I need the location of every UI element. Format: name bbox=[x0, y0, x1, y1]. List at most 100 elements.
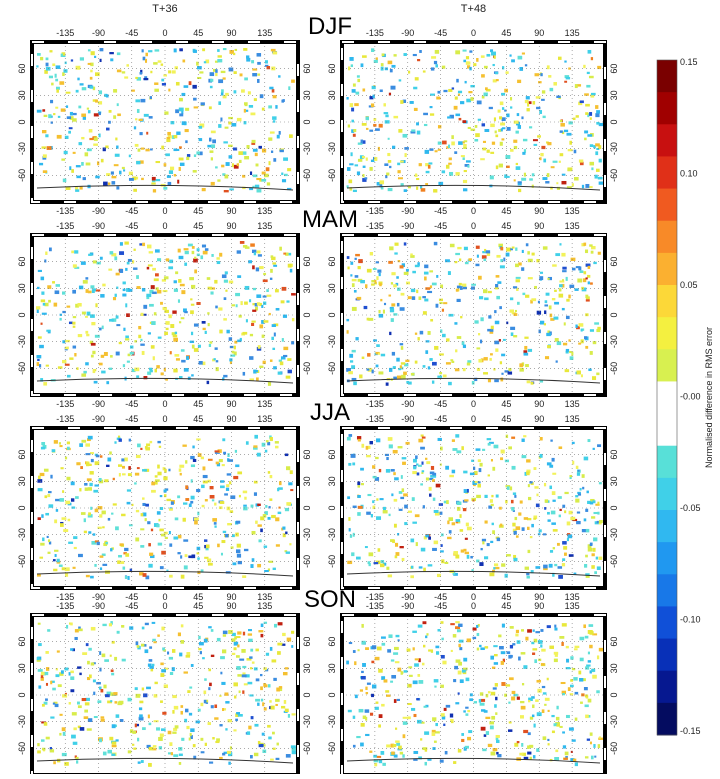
texture bbox=[230, 354, 235, 356]
texture bbox=[457, 247, 461, 249]
texture bbox=[366, 128, 368, 130]
lon-tick-label: 90 bbox=[226, 601, 236, 611]
colorbar-step bbox=[657, 189, 677, 222]
texture bbox=[524, 353, 529, 356]
texture bbox=[192, 251, 195, 254]
texture bbox=[455, 702, 459, 704]
texture bbox=[215, 306, 218, 309]
texture bbox=[400, 265, 404, 268]
texture bbox=[238, 151, 243, 155]
texture bbox=[397, 303, 400, 307]
texture bbox=[103, 148, 106, 152]
texture bbox=[273, 95, 277, 98]
texture bbox=[498, 635, 501, 638]
texture bbox=[290, 269, 292, 273]
texture bbox=[174, 174, 176, 176]
texture bbox=[559, 294, 564, 298]
texture bbox=[555, 253, 560, 256]
texture bbox=[207, 558, 211, 562]
texture bbox=[390, 308, 394, 312]
texture bbox=[437, 629, 440, 631]
texture bbox=[57, 135, 62, 139]
texture bbox=[348, 371, 353, 374]
texture bbox=[215, 450, 220, 452]
texture bbox=[516, 277, 521, 279]
lat-tick-label: -60 bbox=[302, 742, 312, 755]
texture bbox=[271, 706, 275, 710]
texture bbox=[108, 518, 110, 521]
texture bbox=[384, 112, 389, 114]
texture bbox=[590, 329, 594, 332]
texture bbox=[394, 252, 397, 254]
lon-tick-label: -45 bbox=[434, 601, 447, 611]
texture bbox=[544, 507, 546, 510]
texture bbox=[115, 294, 117, 297]
texture bbox=[564, 553, 567, 556]
texture bbox=[91, 343, 96, 346]
texture bbox=[532, 648, 537, 650]
texture bbox=[453, 551, 458, 555]
texture bbox=[149, 116, 153, 119]
texture bbox=[474, 701, 477, 703]
texture bbox=[490, 175, 494, 179]
texture bbox=[135, 473, 139, 476]
texture bbox=[209, 106, 212, 109]
texture bbox=[399, 509, 403, 511]
texture bbox=[166, 258, 169, 261]
texture bbox=[374, 562, 379, 564]
texture bbox=[455, 50, 460, 54]
texture bbox=[585, 249, 588, 253]
texture bbox=[521, 706, 526, 710]
texture bbox=[135, 118, 137, 120]
texture bbox=[585, 715, 589, 719]
texture bbox=[429, 270, 433, 272]
texture bbox=[385, 115, 388, 118]
texture bbox=[59, 318, 61, 321]
texture bbox=[473, 63, 476, 66]
texture bbox=[110, 700, 112, 702]
texture bbox=[227, 453, 229, 457]
season-label: SON bbox=[304, 586, 356, 613]
texture bbox=[500, 247, 503, 250]
texture bbox=[516, 166, 521, 170]
texture bbox=[212, 518, 217, 522]
lat-tick-label: -30 bbox=[17, 142, 27, 155]
texture bbox=[110, 548, 112, 551]
texture bbox=[71, 735, 76, 739]
texture bbox=[106, 94, 109, 97]
texture bbox=[547, 625, 551, 628]
texture bbox=[388, 437, 393, 441]
texture bbox=[442, 334, 446, 337]
texture bbox=[198, 648, 201, 650]
texture bbox=[182, 445, 186, 447]
texture bbox=[419, 680, 424, 684]
texture bbox=[593, 448, 595, 450]
texture bbox=[163, 476, 167, 480]
texture bbox=[291, 293, 296, 295]
texture bbox=[460, 316, 462, 318]
texture bbox=[397, 533, 399, 536]
texture bbox=[404, 242, 407, 245]
texture bbox=[376, 516, 381, 520]
texture bbox=[223, 452, 226, 455]
texture bbox=[401, 362, 405, 364]
texture bbox=[479, 468, 482, 472]
texture bbox=[110, 58, 113, 61]
texture bbox=[73, 316, 76, 318]
texture bbox=[90, 471, 94, 475]
texture bbox=[570, 356, 574, 360]
texture bbox=[497, 754, 501, 757]
texture bbox=[585, 104, 590, 107]
texture bbox=[265, 60, 268, 63]
texture bbox=[516, 535, 519, 537]
texture bbox=[539, 110, 542, 114]
texture bbox=[287, 358, 291, 361]
texture bbox=[473, 637, 477, 639]
texture bbox=[454, 106, 458, 110]
texture bbox=[222, 649, 226, 653]
texture bbox=[181, 290, 185, 294]
texture bbox=[129, 439, 131, 442]
texture bbox=[177, 495, 180, 498]
texture bbox=[274, 624, 277, 628]
texture bbox=[76, 165, 81, 167]
